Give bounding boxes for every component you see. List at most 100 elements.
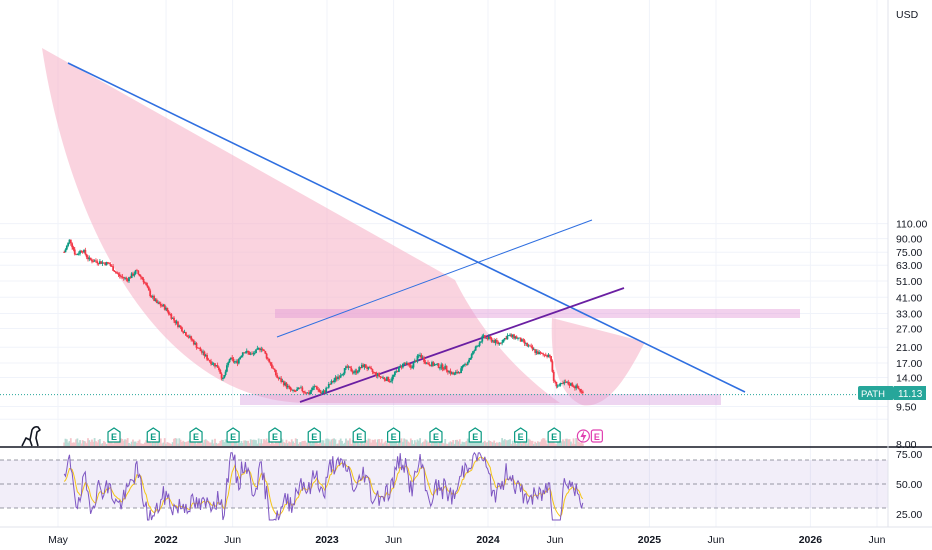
volume-bar <box>550 442 552 446</box>
volume-bar <box>175 438 178 446</box>
volume-bar <box>562 439 564 446</box>
earnings-marker[interactable]: E <box>429 427 443 443</box>
earnings-marker[interactable]: E <box>352 427 366 443</box>
candle-body <box>73 249 76 255</box>
candle-body <box>290 389 293 391</box>
earnings-marker[interactable]: E <box>576 429 603 443</box>
volume-bar <box>440 439 443 446</box>
candle-body <box>80 250 83 252</box>
candle-body <box>315 386 318 390</box>
candle-body <box>501 342 504 344</box>
volume-bar <box>543 438 546 446</box>
volume-bar <box>255 440 257 446</box>
volume-bar <box>192 442 195 446</box>
volume-bar <box>450 442 453 446</box>
candle-body <box>384 379 387 381</box>
earnings-marker[interactable]: E <box>514 427 528 443</box>
candle-body <box>128 277 130 282</box>
volume-bar <box>493 440 496 446</box>
volume-bar <box>72 442 75 446</box>
volume-bar <box>120 438 122 446</box>
candle-body <box>223 375 226 379</box>
volume-bar <box>509 439 511 446</box>
volume-bar <box>313 441 316 446</box>
candle-body <box>486 337 489 340</box>
candle-body <box>257 348 260 349</box>
earnings-marker[interactable]: E <box>107 427 121 443</box>
volume-bar <box>252 439 255 446</box>
earnings-marker[interactable]: E <box>226 427 240 443</box>
candle-body <box>497 341 500 345</box>
candle-body <box>214 363 216 367</box>
candle-body <box>499 342 502 344</box>
volume-bar <box>424 439 427 446</box>
time-tick-label: 2026 <box>799 534 823 546</box>
volume-bar <box>419 438 421 446</box>
volume-bar <box>154 441 157 446</box>
candle-body <box>547 354 550 357</box>
candle-body <box>241 352 244 356</box>
candle-body <box>162 304 165 307</box>
volume-bar <box>502 440 505 446</box>
volume-bar <box>75 439 77 446</box>
candle-body <box>364 364 367 368</box>
candle-body <box>502 339 505 343</box>
volume-bar <box>462 442 465 446</box>
candle-body <box>559 383 562 386</box>
volume-bar <box>484 440 486 446</box>
candle-body <box>286 385 289 388</box>
candle-body <box>456 371 459 374</box>
volume-bar <box>184 442 187 446</box>
earnings-marker[interactable]: E <box>146 427 160 443</box>
earnings-marker[interactable]: E <box>387 427 401 443</box>
candle-body <box>261 348 264 350</box>
candle-body <box>112 266 115 271</box>
candle-body <box>423 357 425 362</box>
volume-bar <box>482 441 485 446</box>
candle-body <box>551 361 554 372</box>
earnings-marker[interactable]: E <box>468 427 482 443</box>
candle-body <box>210 361 212 365</box>
candle-body <box>514 336 517 339</box>
candle-body <box>358 367 361 372</box>
volume-bar <box>376 439 379 446</box>
candle-body <box>345 366 347 369</box>
earnings-marker[interactable]: E <box>307 427 321 443</box>
time-tick-label: Jun <box>708 534 725 546</box>
volume-bar <box>559 441 562 446</box>
volume-bar <box>260 439 263 446</box>
volume-bar <box>323 443 326 446</box>
volume-bar <box>292 441 294 446</box>
candle-body <box>573 386 576 389</box>
volume-bar <box>248 443 251 446</box>
ascending-support-line <box>299 287 625 403</box>
candle-body <box>476 345 478 347</box>
candle-body <box>259 348 261 351</box>
candle-body <box>248 352 251 355</box>
volume-bar <box>236 443 239 446</box>
candle-body <box>411 367 414 369</box>
volume-bar <box>147 442 150 446</box>
volume-bar <box>360 441 363 446</box>
earnings-marker[interactable]: E <box>268 427 282 443</box>
price-tick-label: 33.00 <box>896 308 922 320</box>
candle-body <box>317 389 320 391</box>
volume-bar <box>338 440 341 446</box>
earnings-marker[interactable]: E <box>189 427 203 443</box>
svg-text:E: E <box>193 432 199 442</box>
svg-text:E: E <box>272 432 278 442</box>
earnings-marker[interactable]: E <box>547 427 561 443</box>
candle-body <box>149 290 152 296</box>
volume-bar <box>239 443 242 446</box>
volume-bar <box>507 439 510 446</box>
volume-bar <box>485 442 488 446</box>
candle-body <box>143 282 146 284</box>
volume-bar <box>235 440 238 446</box>
volume-bar <box>517 441 519 446</box>
volume-bar <box>342 443 345 446</box>
volume-bar <box>446 443 449 446</box>
volume-bar <box>244 440 247 446</box>
candle-body <box>424 361 427 364</box>
